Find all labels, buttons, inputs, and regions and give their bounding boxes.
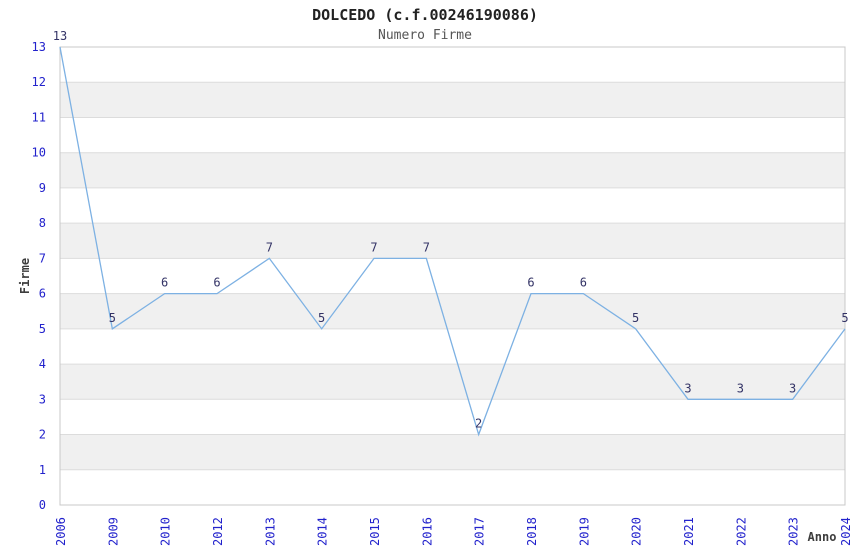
x-tick-label: 2010 bbox=[159, 517, 173, 546]
data-label: 6 bbox=[161, 276, 168, 290]
data-label: 6 bbox=[527, 276, 534, 290]
x-tick-label: 2020 bbox=[630, 517, 644, 546]
band bbox=[60, 293, 845, 329]
x-tick-label: 2019 bbox=[577, 517, 591, 546]
y-tick-label: 9 bbox=[39, 181, 46, 195]
background-bands bbox=[60, 82, 845, 470]
data-label: 5 bbox=[318, 311, 325, 325]
x-tick-label: 2012 bbox=[211, 517, 225, 546]
y-tick-label: 6 bbox=[39, 287, 46, 301]
y-tick-label: 4 bbox=[39, 357, 46, 371]
data-label: 7 bbox=[370, 240, 377, 254]
x-tick-label: 2016 bbox=[420, 517, 434, 546]
data-label: 7 bbox=[266, 240, 273, 254]
x-tick-label: 2022 bbox=[734, 517, 748, 546]
x-tick-label: 2009 bbox=[106, 517, 120, 546]
y-tick-label: 7 bbox=[39, 251, 46, 265]
chart-subtitle: Numero Firme bbox=[378, 28, 472, 43]
y-tick-label: 2 bbox=[39, 428, 46, 442]
data-label: 3 bbox=[789, 381, 796, 395]
band bbox=[60, 434, 845, 470]
data-label: 2 bbox=[475, 417, 482, 431]
x-axis-title: Anno bbox=[807, 530, 837, 544]
band bbox=[60, 82, 845, 118]
y-tick-label: 8 bbox=[39, 216, 46, 230]
data-label: 7 bbox=[423, 240, 430, 254]
x-tick-label: 2021 bbox=[682, 517, 696, 546]
y-tick-label: 11 bbox=[32, 110, 46, 124]
y-tick-label: 12 bbox=[32, 75, 46, 89]
y-axis-title: Firme bbox=[18, 257, 32, 295]
data-label: 6 bbox=[213, 276, 220, 290]
band bbox=[60, 364, 845, 400]
data-labels: 13 5 6 6 7 5 7 7 2 6 6 5 3 3 3 5 bbox=[53, 29, 849, 431]
x-tick-label: 2024 bbox=[839, 517, 850, 546]
x-tick-label: 2018 bbox=[525, 517, 539, 546]
data-label: 6 bbox=[580, 276, 587, 290]
chart-title: DOLCEDO (c.f.00246190086) bbox=[312, 6, 538, 24]
data-label: 5 bbox=[841, 311, 848, 325]
band bbox=[60, 152, 845, 188]
data-label: 3 bbox=[684, 381, 691, 395]
y-tick-label: 1 bbox=[39, 463, 46, 477]
y-tick-label: 0 bbox=[39, 498, 46, 512]
x-tick-label: 2013 bbox=[263, 517, 277, 546]
data-label: 5 bbox=[109, 311, 116, 325]
plot-border bbox=[59, 46, 846, 506]
x-tick-label: 2015 bbox=[368, 517, 382, 546]
series-line bbox=[59, 46, 846, 437]
x-tick-label: 2014 bbox=[316, 517, 330, 546]
x-tick-label: 2023 bbox=[787, 517, 801, 546]
data-label: 3 bbox=[737, 381, 744, 395]
data-label: 13 bbox=[53, 29, 67, 43]
data-label: 5 bbox=[632, 311, 639, 325]
y-tick-label: 5 bbox=[39, 322, 46, 336]
y-tick-label: 13 bbox=[32, 40, 46, 54]
band bbox=[60, 223, 845, 259]
y-tick-label: 10 bbox=[32, 146, 46, 160]
y-tick-label: 3 bbox=[39, 392, 46, 406]
x-tick-label: 2017 bbox=[473, 517, 487, 546]
x-tick-labels: 2006 2009 2010 2012 2013 2014 2015 2016 2017 2018… bbox=[54, 517, 850, 546]
x-tick-label: 2006 bbox=[54, 517, 68, 546]
